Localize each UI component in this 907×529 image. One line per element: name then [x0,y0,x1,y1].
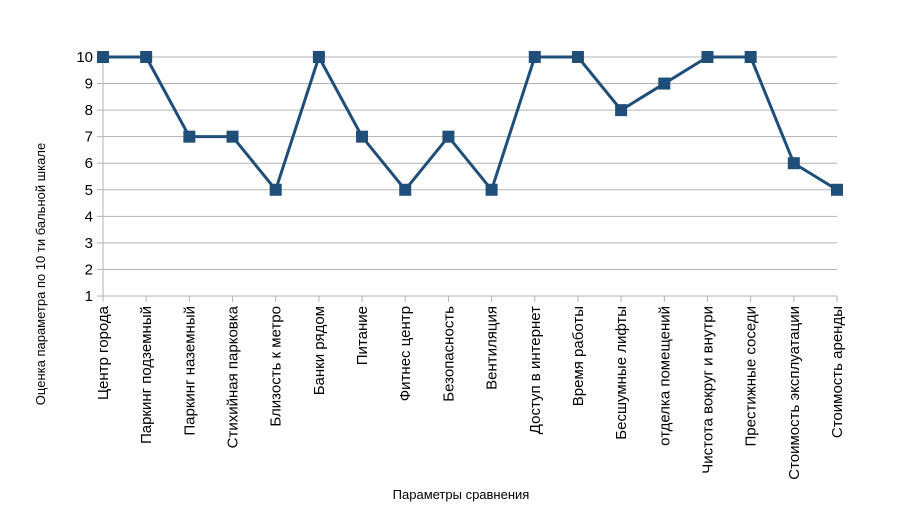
x-tick-label: Паркинг подземный [138,306,155,444]
x-tick-label: Питание [354,306,371,365]
data-point-marker [701,51,714,63]
y-tick-label: 8 [85,102,93,119]
x-tick-label: отделка помещений [656,306,673,446]
x-tick-label: Паркинг наземный [181,306,198,436]
x-tick-label: Стоимость эксплуатации [786,306,803,480]
x-tick-label: Вентиляция [484,306,501,390]
data-point-marker [226,130,239,143]
x-tick-label: Банки рядом [311,306,328,395]
x-tick-labels: Центр города Паркинг подземный Паркинг наз… [95,305,846,479]
data-point-marker [269,183,282,196]
x-tick-label: Фитнес центр [397,306,414,401]
data-point-marker [312,51,325,63]
series-line [103,55,838,192]
x-tick-label: Безопасность [440,306,457,402]
gridlines [103,56,837,297]
y-axis-title: Оценка параметра по 10 ти бальной шкале [33,143,48,405]
data-point-marker [183,130,196,143]
data-point-marker [485,183,498,196]
y-tick-label: 9 [85,76,93,93]
x-tick-label: Стоимость аренды [829,306,846,438]
data-point-marker [399,183,412,196]
y-tick-label: 10 [76,49,93,66]
data-point-marker [140,51,153,63]
data-point-marker [787,157,800,170]
data-point-marker [442,130,455,143]
y-tick-label: 6 [85,155,93,172]
data-point-marker [744,51,757,63]
x-tick-label: Близость к метро [268,306,285,427]
data-point-marker [831,183,843,196]
x-tick-label: Стихийная парковка [225,305,242,448]
y-tick-label: 3 [85,235,93,252]
series-group [97,51,843,196]
x-tick-label: Центр города [95,305,112,400]
y-tick-label: 4 [85,208,93,225]
x-tick-label: Престижные соседи [743,306,760,446]
x-tick-label: Время работы [570,306,587,406]
x-tick-label: Доступ в интернет [527,306,544,434]
y-tick-labels: 1 2 3 4 5 6 7 8 9 10 [76,49,93,305]
y-tick-label: 1 [85,288,93,305]
x-tick-label: Чистота вокруг и внутри [699,306,716,474]
x-tick-label: Бесшумные лифты [613,306,630,440]
axes [97,56,838,302]
data-point-marker [97,51,109,63]
data-point-marker [571,51,584,63]
y-tick-label: 2 [85,261,93,278]
x-axis-title: Параметры сравнения [393,487,530,502]
data-point-marker [615,104,628,117]
y-tick-label: 7 [85,129,93,146]
data-point-marker [356,130,369,143]
y-tick-label: 5 [85,182,93,199]
data-point-marker [528,51,541,63]
data-point-marker [658,77,671,90]
